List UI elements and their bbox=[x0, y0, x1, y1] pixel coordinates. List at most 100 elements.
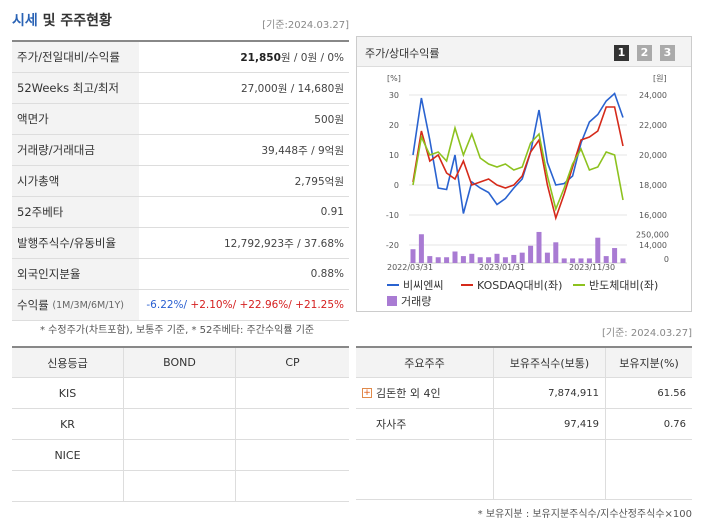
row-value: 500원 bbox=[314, 113, 344, 126]
volume-tick-label: 0 bbox=[664, 255, 669, 264]
reference-date: [기준:2024.03.27] bbox=[262, 20, 349, 31]
row-label: 52Weeks 최고/최저 bbox=[12, 73, 139, 103]
volume-bar bbox=[418, 234, 424, 263]
volume-bar bbox=[603, 256, 609, 263]
shareholder-table: 주요주주 보유주식수(보통) 보유지분(%) + 김돈한 외 4인 7,874,9… bbox=[356, 346, 692, 500]
column-header: 신용등급 bbox=[12, 348, 124, 377]
right-tick-label: 14,000 bbox=[639, 241, 667, 250]
agency-cell bbox=[12, 471, 124, 501]
section-title: 시세 및 주주현황 bbox=[12, 13, 112, 29]
volume-bar bbox=[595, 237, 601, 263]
right-tick-label: 20,000 bbox=[639, 151, 667, 160]
volume-bar bbox=[528, 245, 534, 263]
right-tick-label: 16,000 bbox=[639, 211, 667, 220]
table-row bbox=[12, 471, 349, 502]
table-row-empty bbox=[356, 440, 692, 500]
period-button-1[interactable]: 1 bbox=[614, 45, 629, 61]
shares-cell: 7,874,911 bbox=[494, 378, 606, 408]
volume-bar bbox=[452, 251, 458, 263]
price-footnote: * 수정주가(차트포함), 보통주 기준, * 52주베타: 주간수익률 기준 bbox=[40, 325, 315, 336]
right-tick-label: 22,000 bbox=[639, 121, 667, 130]
period-button-2[interactable]: 2 bbox=[637, 45, 652, 61]
returns-value: -6.22%/ +2.10%/ +22.96%/ +21.25% bbox=[146, 299, 344, 311]
volume-bar bbox=[502, 257, 508, 263]
table-row: 자사주 97,419 0.76 bbox=[356, 409, 692, 440]
row-label: 주가/전일대비/수익률 bbox=[12, 42, 139, 72]
volume-bar bbox=[511, 254, 517, 263]
credit-rating-table: 신용등급 BOND CP KIS KR NICE bbox=[12, 346, 349, 502]
row-label: 시가총액 bbox=[12, 166, 139, 196]
expand-icon[interactable]: + bbox=[362, 388, 372, 398]
legend-item-kosdaq: KOSDAQ대비(좌) bbox=[461, 277, 562, 293]
agency-cell: KR bbox=[12, 409, 124, 439]
column-header: CP bbox=[285, 356, 300, 369]
table-row: NICE bbox=[12, 440, 349, 471]
legend-item-stock: 비씨엔씨 bbox=[387, 277, 443, 293]
period-button-3[interactable]: 3 bbox=[660, 45, 675, 61]
x-tick-label: 2023/11/30 bbox=[569, 263, 616, 272]
row-label: 수익률 (1M/3M/6M/1Y) bbox=[12, 290, 139, 320]
legend-swatch bbox=[387, 284, 399, 286]
table-row: 액면가 500원 bbox=[12, 104, 349, 135]
row-label: 액면가 bbox=[12, 104, 139, 134]
chart-title: 주가/상대수익률 bbox=[365, 47, 440, 60]
volume-bar bbox=[586, 258, 592, 263]
column-header: 보유주식수(보통) bbox=[494, 348, 606, 377]
series-line-stock bbox=[412, 92, 624, 214]
volume-bar bbox=[553, 242, 559, 263]
volume-bar bbox=[460, 256, 466, 263]
reference-date-2: [기준: 2024.03.27] bbox=[601, 328, 692, 339]
volume-bar bbox=[570, 258, 576, 263]
agency-cell: KIS bbox=[12, 378, 124, 408]
row-label: 거래량/거래대금 bbox=[12, 135, 139, 165]
table-row: 주가/전일대비/수익률 21,850원 / 0원 / 0% bbox=[12, 42, 349, 73]
holder-name-cell: 자사주 bbox=[356, 409, 494, 439]
series-line-kosdaq bbox=[412, 106, 624, 221]
table-row: 수익률 (1M/3M/6M/1Y) -6.22%/ +2.10%/ +22.96… bbox=[12, 290, 349, 321]
row-label: 외국인지분율 bbox=[12, 259, 139, 289]
x-tick-label: 2022/03/31 bbox=[387, 263, 434, 272]
cp-cell bbox=[236, 409, 349, 439]
cp-cell bbox=[236, 378, 349, 408]
bond-cell bbox=[124, 378, 236, 408]
row-value: 0.91 bbox=[320, 206, 344, 218]
volume-bar bbox=[494, 253, 500, 263]
row-value: 39,448주 / 9억원 bbox=[261, 144, 344, 157]
agency-cell: NICE bbox=[12, 440, 124, 470]
volume-bar bbox=[544, 252, 550, 263]
legend-item-semiconductor: 반도체대비(좌) bbox=[573, 277, 658, 293]
table-row: 외국인지분율 0.88% bbox=[12, 259, 349, 290]
table-row: + 김돈한 외 4인 7,874,911 61.56 bbox=[356, 378, 692, 409]
volume-bar bbox=[536, 231, 542, 263]
volume-bar bbox=[477, 257, 483, 263]
volume-bar bbox=[578, 258, 584, 263]
holder-name-cell: + 김돈한 외 4인 bbox=[356, 378, 494, 408]
volume-bar bbox=[427, 256, 433, 263]
cp-cell bbox=[236, 471, 349, 501]
table-row: 52Weeks 최고/최저 27,000원 / 14,680원 bbox=[12, 73, 349, 104]
left-tick-label: -20 bbox=[386, 241, 399, 250]
bond-cell bbox=[124, 471, 236, 501]
row-value: 27,000원 / 14,680원 bbox=[240, 82, 344, 95]
volume-bar bbox=[444, 257, 450, 263]
table-row: 거래량/거래대금 39,448주 / 9억원 bbox=[12, 135, 349, 166]
legend-item-volume: 거래량 bbox=[387, 293, 431, 309]
volume-bar bbox=[620, 258, 626, 263]
bond-cell bbox=[124, 440, 236, 470]
table-row: KR bbox=[12, 409, 349, 440]
column-header: BOND bbox=[124, 348, 236, 377]
volume-bar bbox=[612, 248, 618, 263]
price-return-chart: 30 20 10 0 -10 -20 24,000 22,000 20,000 18,000 16,… bbox=[386, 74, 669, 264]
table-header: 신용등급 BOND CP bbox=[12, 348, 349, 378]
row-value: 21,850원 / 0원 / 0% bbox=[240, 51, 344, 64]
left-tick-label: 20 bbox=[389, 121, 399, 130]
shares-cell: 97,419 bbox=[494, 409, 606, 439]
right-tick-label: 24,000 bbox=[639, 91, 667, 100]
volume-tick-label: 250,000 bbox=[636, 230, 669, 239]
column-header: 보유지분(%) bbox=[619, 356, 679, 370]
left-tick-label: 10 bbox=[389, 151, 399, 160]
volume-bar bbox=[519, 252, 525, 263]
volume-bar bbox=[435, 257, 441, 263]
bond-cell bbox=[124, 409, 236, 439]
legend-swatch bbox=[573, 284, 585, 286]
